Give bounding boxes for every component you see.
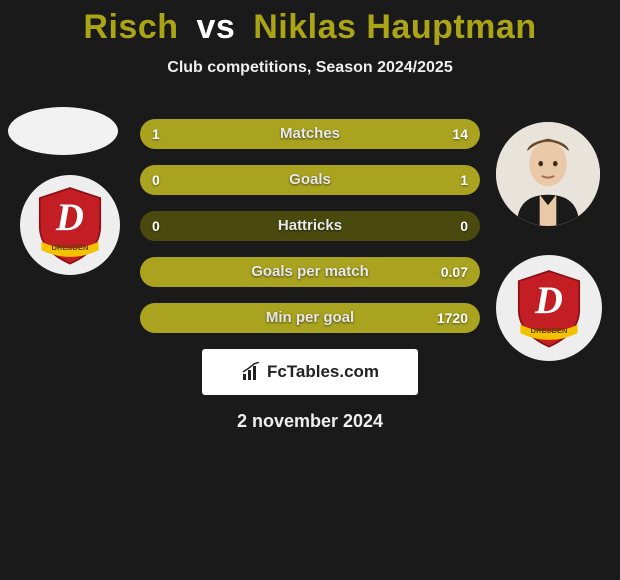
player1-name: Risch <box>83 8 178 46</box>
portrait-icon <box>496 122 600 226</box>
stat-label: Goals <box>140 165 480 195</box>
player1-club-badge: D DRESDEN <box>20 175 120 275</box>
subtitle: Club competitions, Season 2024/2025 <box>0 59 620 77</box>
date-label: 2 november 2024 <box>0 411 620 432</box>
vs-label: vs <box>196 8 235 46</box>
player2-name: Niklas Hauptman <box>253 8 536 46</box>
svg-text:D: D <box>55 197 84 239</box>
dynamo-badge-icon: D DRESDEN <box>507 266 591 350</box>
stat-row: 1720Min per goal <box>140 303 480 333</box>
dynamo-badge-icon: D DRESDEN <box>28 183 112 267</box>
player2-club-badge: D DRESDEN <box>496 255 602 361</box>
stat-label: Goals per match <box>140 257 480 287</box>
stat-label: Matches <box>140 119 480 149</box>
svg-text:DRESDEN: DRESDEN <box>531 326 568 335</box>
stat-row: 00Hattricks <box>140 211 480 241</box>
watermark: FcTables.com <box>202 349 418 395</box>
comparison-title: Risch vs Niklas Hauptman <box>0 0 620 47</box>
player2-avatar <box>496 122 600 226</box>
content-area: D DRESDEN D DRESDEN 114Matches 01Goals 00H… <box>0 107 620 432</box>
watermark-text: FcTables.com <box>267 362 379 382</box>
chart-icon <box>241 362 261 382</box>
stat-row: 0.07Goals per match <box>140 257 480 287</box>
stat-label: Hattricks <box>140 211 480 241</box>
svg-text:DRESDEN: DRESDEN <box>52 243 89 252</box>
stats-bars: 114Matches 01Goals 00Hattricks 0.07Goals pe… <box>140 107 480 333</box>
stat-row: 114Matches <box>140 119 480 149</box>
player1-avatar <box>8 107 118 155</box>
stat-label: Min per goal <box>140 303 480 333</box>
stat-row: 01Goals <box>140 165 480 195</box>
svg-text:D: D <box>534 280 563 322</box>
